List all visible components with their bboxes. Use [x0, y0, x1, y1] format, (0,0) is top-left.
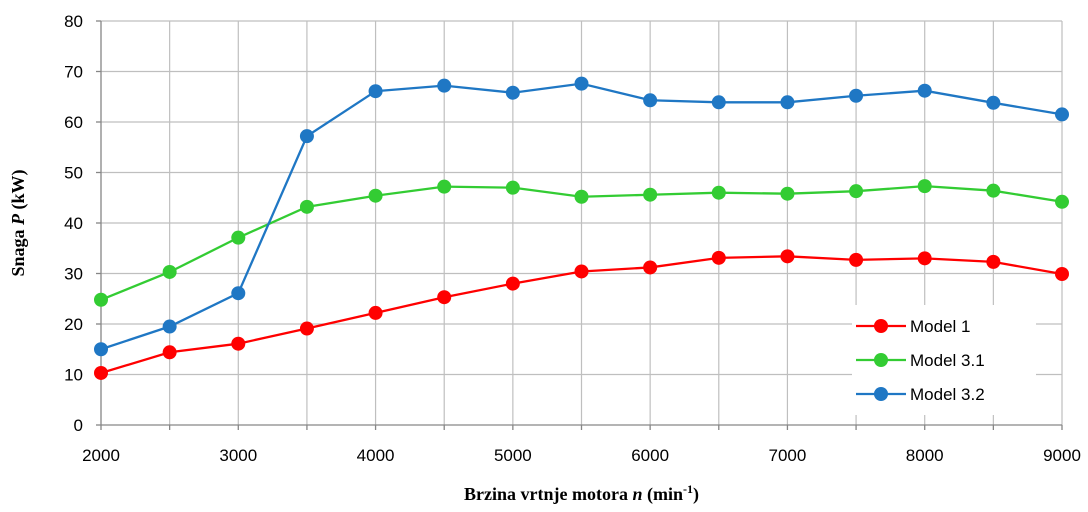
y-axis-label: Snaga P (kW): [8, 169, 29, 276]
data-point: [986, 254, 1001, 269]
y-tick-label: 70: [64, 63, 83, 82]
legend-label: Model 1: [910, 317, 970, 336]
data-point: [231, 230, 246, 245]
data-point: [849, 252, 864, 267]
x-tick-label: 4000: [357, 446, 395, 465]
data-point: [505, 276, 520, 291]
data-point: [1055, 194, 1069, 209]
x-tick-label: 8000: [906, 446, 944, 465]
series: [94, 76, 1069, 380]
data-point: [780, 186, 795, 201]
data-point: [643, 187, 658, 202]
data-point: [94, 342, 108, 357]
data-point: [299, 129, 314, 144]
x-tick-label: 7000: [769, 446, 807, 465]
data-point: [94, 365, 108, 380]
data-point: [711, 95, 726, 110]
data-point: [437, 179, 452, 194]
legend-marker: [874, 319, 888, 333]
y-tick-label: 60: [64, 113, 83, 132]
x-tick-label: 5000: [494, 446, 532, 465]
data-point: [1055, 267, 1069, 282]
legend-label: Model 3.1: [910, 351, 985, 370]
y-tick-label: 30: [64, 265, 83, 284]
data-point: [574, 264, 589, 279]
data-point: [299, 199, 314, 214]
data-point: [231, 286, 246, 301]
data-point: [917, 83, 932, 98]
data-point: [299, 321, 314, 336]
data-point: [711, 250, 726, 265]
data-point: [368, 84, 383, 99]
tick-labels: 0 10 20 30 40 50 60 70 80 2000 3000 4000 5000 6000 700…: [64, 12, 1081, 465]
data-point: [917, 179, 932, 194]
data-point: [162, 345, 177, 360]
data-point: [986, 183, 1001, 198]
data-point: [780, 95, 795, 110]
data-point: [162, 264, 177, 279]
data-point: [643, 260, 658, 275]
legend-marker: [874, 353, 888, 367]
y-tick-label: 0: [74, 416, 83, 435]
legend-label: Model 3.2: [910, 385, 985, 404]
data-point: [643, 93, 658, 108]
data-point: [368, 305, 383, 320]
y-tick-label: 40: [64, 214, 83, 233]
x-tick-label: 2000: [82, 446, 120, 465]
x-tick-label: 6000: [631, 446, 669, 465]
data-point: [368, 188, 383, 203]
data-point: [986, 95, 1001, 110]
data-point: [505, 85, 520, 100]
data-point: [94, 292, 108, 307]
data-point: [849, 88, 864, 103]
y-tick-label: 20: [64, 315, 83, 334]
legend-marker: [874, 387, 888, 401]
x-axis-label: Brzina vrtnje motora n (min-1): [464, 482, 699, 505]
x-tick-label: 9000: [1043, 446, 1081, 465]
data-point: [917, 251, 932, 266]
axis-labels: Snaga P (kW) Brzina vrtnje motora n (min-…: [8, 169, 699, 505]
y-tick-label: 80: [64, 12, 83, 31]
data-point: [162, 319, 177, 334]
data-point: [574, 76, 589, 91]
axes: [96, 20, 1063, 430]
y-tick-label: 50: [64, 164, 83, 183]
data-point: [505, 180, 520, 195]
data-point: [574, 189, 589, 204]
data-point: [437, 78, 452, 93]
data-point: [780, 249, 795, 264]
data-point: [711, 185, 726, 200]
y-tick-label: 10: [64, 366, 83, 385]
x-tick-label: 3000: [219, 446, 257, 465]
data-point: [1055, 107, 1069, 122]
legend: Model 1 Model 3.1 Model 3.2: [852, 305, 1036, 415]
data-point: [437, 290, 452, 305]
data-point: [849, 184, 864, 199]
data-point: [231, 336, 246, 351]
